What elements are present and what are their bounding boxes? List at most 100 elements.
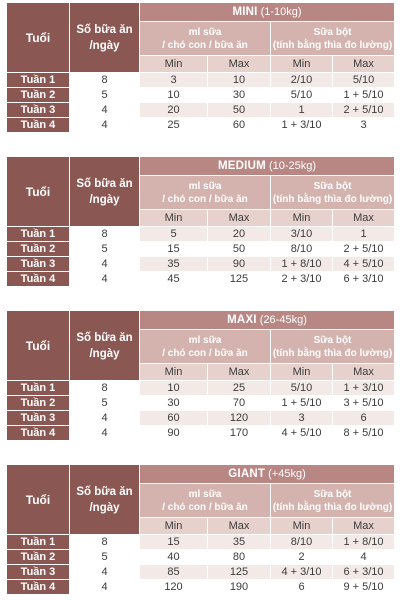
size-title: MINI (1-10kg): [138, 2, 396, 22]
table-row: Tuần 2 5 30 70 1 + 5/10 3 + 5/10: [6, 395, 396, 411]
powder-max-value: 1 + 8/10: [331, 534, 396, 550]
size-title: GIANT (+45kg): [138, 464, 396, 484]
table-row: Tuần 3 4 20 50 1 2 + 5/10: [6, 102, 396, 118]
week-label: Tuần 4: [6, 579, 70, 595]
age-header: Tuổi: [6, 464, 70, 535]
week-label: Tuần 4: [6, 425, 70, 441]
table-row: Tuần 1 8 3 10 2/10 5/10: [6, 72, 396, 88]
ml-min-value: 20: [139, 102, 208, 118]
powder-min-value: 1 + 5/10: [270, 395, 333, 411]
milk-ml-header: ml sữa / chó con / bữa ăn: [139, 175, 271, 210]
table-row: Tuần 3 4 85 125 4 + 3/10 6 + 3/10: [6, 564, 396, 580]
week-label: Tuần 1: [6, 226, 70, 242]
size-weight-range: (26-45kg): [259, 314, 307, 326]
powder-max-value: 4 + 5/10: [331, 256, 396, 272]
size-name: MEDIUM: [218, 160, 266, 172]
size-weight-range: (10-25kg): [268, 160, 317, 172]
ml-min-value: 5: [139, 226, 208, 242]
ml-max-value: 120: [207, 410, 271, 426]
milk-ml-header: ml sữa / chó con / bữa ăn: [139, 329, 271, 364]
powder-max-header: Max: [331, 517, 396, 535]
ml-min-header: Min: [139, 363, 208, 381]
meals-value: 4: [69, 425, 140, 441]
powder-min-value: 5/10: [270, 87, 333, 103]
feeding-table-medium: Tuổi Số bữa ăn/ngày MEDIUM (10-25kg) ml …: [6, 156, 396, 287]
week-label: Tuần 3: [6, 102, 70, 118]
meals-value: 4: [69, 579, 140, 595]
ml-max-value: 190: [207, 579, 271, 595]
ml-max-value: 80: [207, 549, 271, 565]
meals-value: 4: [69, 271, 140, 287]
ml-max-value: 60: [207, 117, 271, 133]
ml-max-value: 90: [207, 256, 271, 272]
powder-max-value: 6 + 3/10: [331, 564, 396, 580]
powder-min-value: 2: [270, 549, 333, 565]
ml-max-value: 50: [207, 102, 271, 118]
table-row: Tuần 1 8 15 35 8/10 1 + 8/10: [6, 534, 396, 550]
powder-max-value: 6: [331, 410, 396, 426]
ml-min-value: 10: [139, 87, 208, 103]
ml-min-value: 120: [139, 579, 208, 595]
ml-min-value: 85: [139, 564, 208, 580]
ml-max-value: 70: [207, 395, 271, 411]
week-label: Tuần 2: [6, 395, 70, 411]
meals-per-day-header: Số bữa ăn/ngày: [69, 156, 140, 227]
powder-milk-header: Sữa bột (tính bằng thìa đo lường): [269, 21, 396, 56]
meals-value: 4: [69, 256, 140, 272]
powder-max-value: 8 + 5/10: [331, 425, 396, 441]
powder-max-header: Max: [331, 55, 396, 73]
meals-value: 5: [69, 87, 140, 103]
meals-value: 8: [69, 380, 140, 396]
table-row: Tuần 4 4 90 170 4 + 5/10 8 + 5/10: [6, 425, 396, 441]
powder-max-header: Max: [331, 363, 396, 381]
table-row: Tuần 2 5 40 80 2 4: [6, 549, 396, 565]
ml-min-value: 25: [139, 117, 208, 133]
powder-min-value: 8/10: [270, 241, 333, 257]
powder-max-value: 2 + 5/10: [331, 241, 396, 257]
meals-value: 8: [69, 72, 140, 88]
ml-min-value: 3: [139, 72, 208, 88]
ml-min-value: 15: [139, 241, 208, 257]
meals-value: 4: [69, 102, 140, 118]
feeding-table-maxi: Tuổi Số bữa ăn/ngày MAXI (26-45kg) ml sữ…: [6, 310, 396, 441]
table-row: Tuần 4 4 45 125 2 + 3/10 6 + 3/10: [6, 271, 396, 287]
table-row: Tuần 3 4 60 120 3 6: [6, 410, 396, 426]
ml-min-header: Min: [139, 517, 208, 535]
table-row: Tuần 1 8 5 20 3/10 1: [6, 226, 396, 242]
age-header: Tuổi: [6, 2, 70, 73]
powder-milk-header: Sữa bột (tính bằng thìa đo lường): [269, 329, 396, 364]
size-title: MAXI (26-45kg): [138, 310, 396, 330]
ml-max-header: Max: [207, 55, 271, 73]
powder-max-header: Max: [331, 209, 396, 227]
powder-min-value: 3/10: [270, 226, 333, 242]
week-label: Tuần 1: [6, 380, 70, 396]
meals-per-day-header: Số bữa ăn/ngày: [69, 2, 140, 73]
feeding-table-mini: Tuổi Số bữa ăn/ngày MINI (1-10kg) ml sữa…: [6, 2, 396, 133]
size-name: GIANT: [228, 468, 266, 480]
size-weight-range: (1-10kg): [260, 6, 302, 18]
meals-per-day-header: Số bữa ăn/ngày: [69, 464, 140, 535]
ml-max-header: Max: [207, 517, 271, 535]
powder-min-value: 1: [270, 102, 333, 118]
ml-max-value: 35: [207, 534, 271, 550]
ml-min-value: 45: [139, 271, 208, 287]
meals-value: 8: [69, 534, 140, 550]
powder-min-header: Min: [270, 517, 333, 535]
table-row: Tuần 3 4 35 90 1 + 8/10 4 + 5/10: [6, 256, 396, 272]
powder-max-value: 1: [331, 226, 396, 242]
feeding-table-giant: Tuổi Số bữa ăn/ngày GIANT (+45kg) ml sữa…: [6, 464, 396, 595]
powder-min-header: Min: [270, 55, 333, 73]
powder-milk-header: Sữa bột (tính bằng thìa đo lường): [269, 483, 396, 518]
ml-max-value: 10: [207, 72, 271, 88]
table-row: Tuần 4 4 120 190 6 9 + 5/10: [6, 579, 396, 595]
size-weight-range: (+45kg): [268, 468, 306, 480]
week-label: Tuần 2: [6, 241, 70, 257]
week-label: Tuần 3: [6, 564, 70, 580]
week-label: Tuần 2: [6, 87, 70, 103]
powder-max-value: 1 + 5/10: [331, 87, 396, 103]
powder-max-value: 5/10: [331, 72, 396, 88]
meals-value: 5: [69, 241, 140, 257]
ml-max-value: 25: [207, 380, 271, 396]
size-title: MEDIUM (10-25kg): [138, 156, 396, 176]
powder-min-value: 1 + 8/10: [270, 256, 333, 272]
